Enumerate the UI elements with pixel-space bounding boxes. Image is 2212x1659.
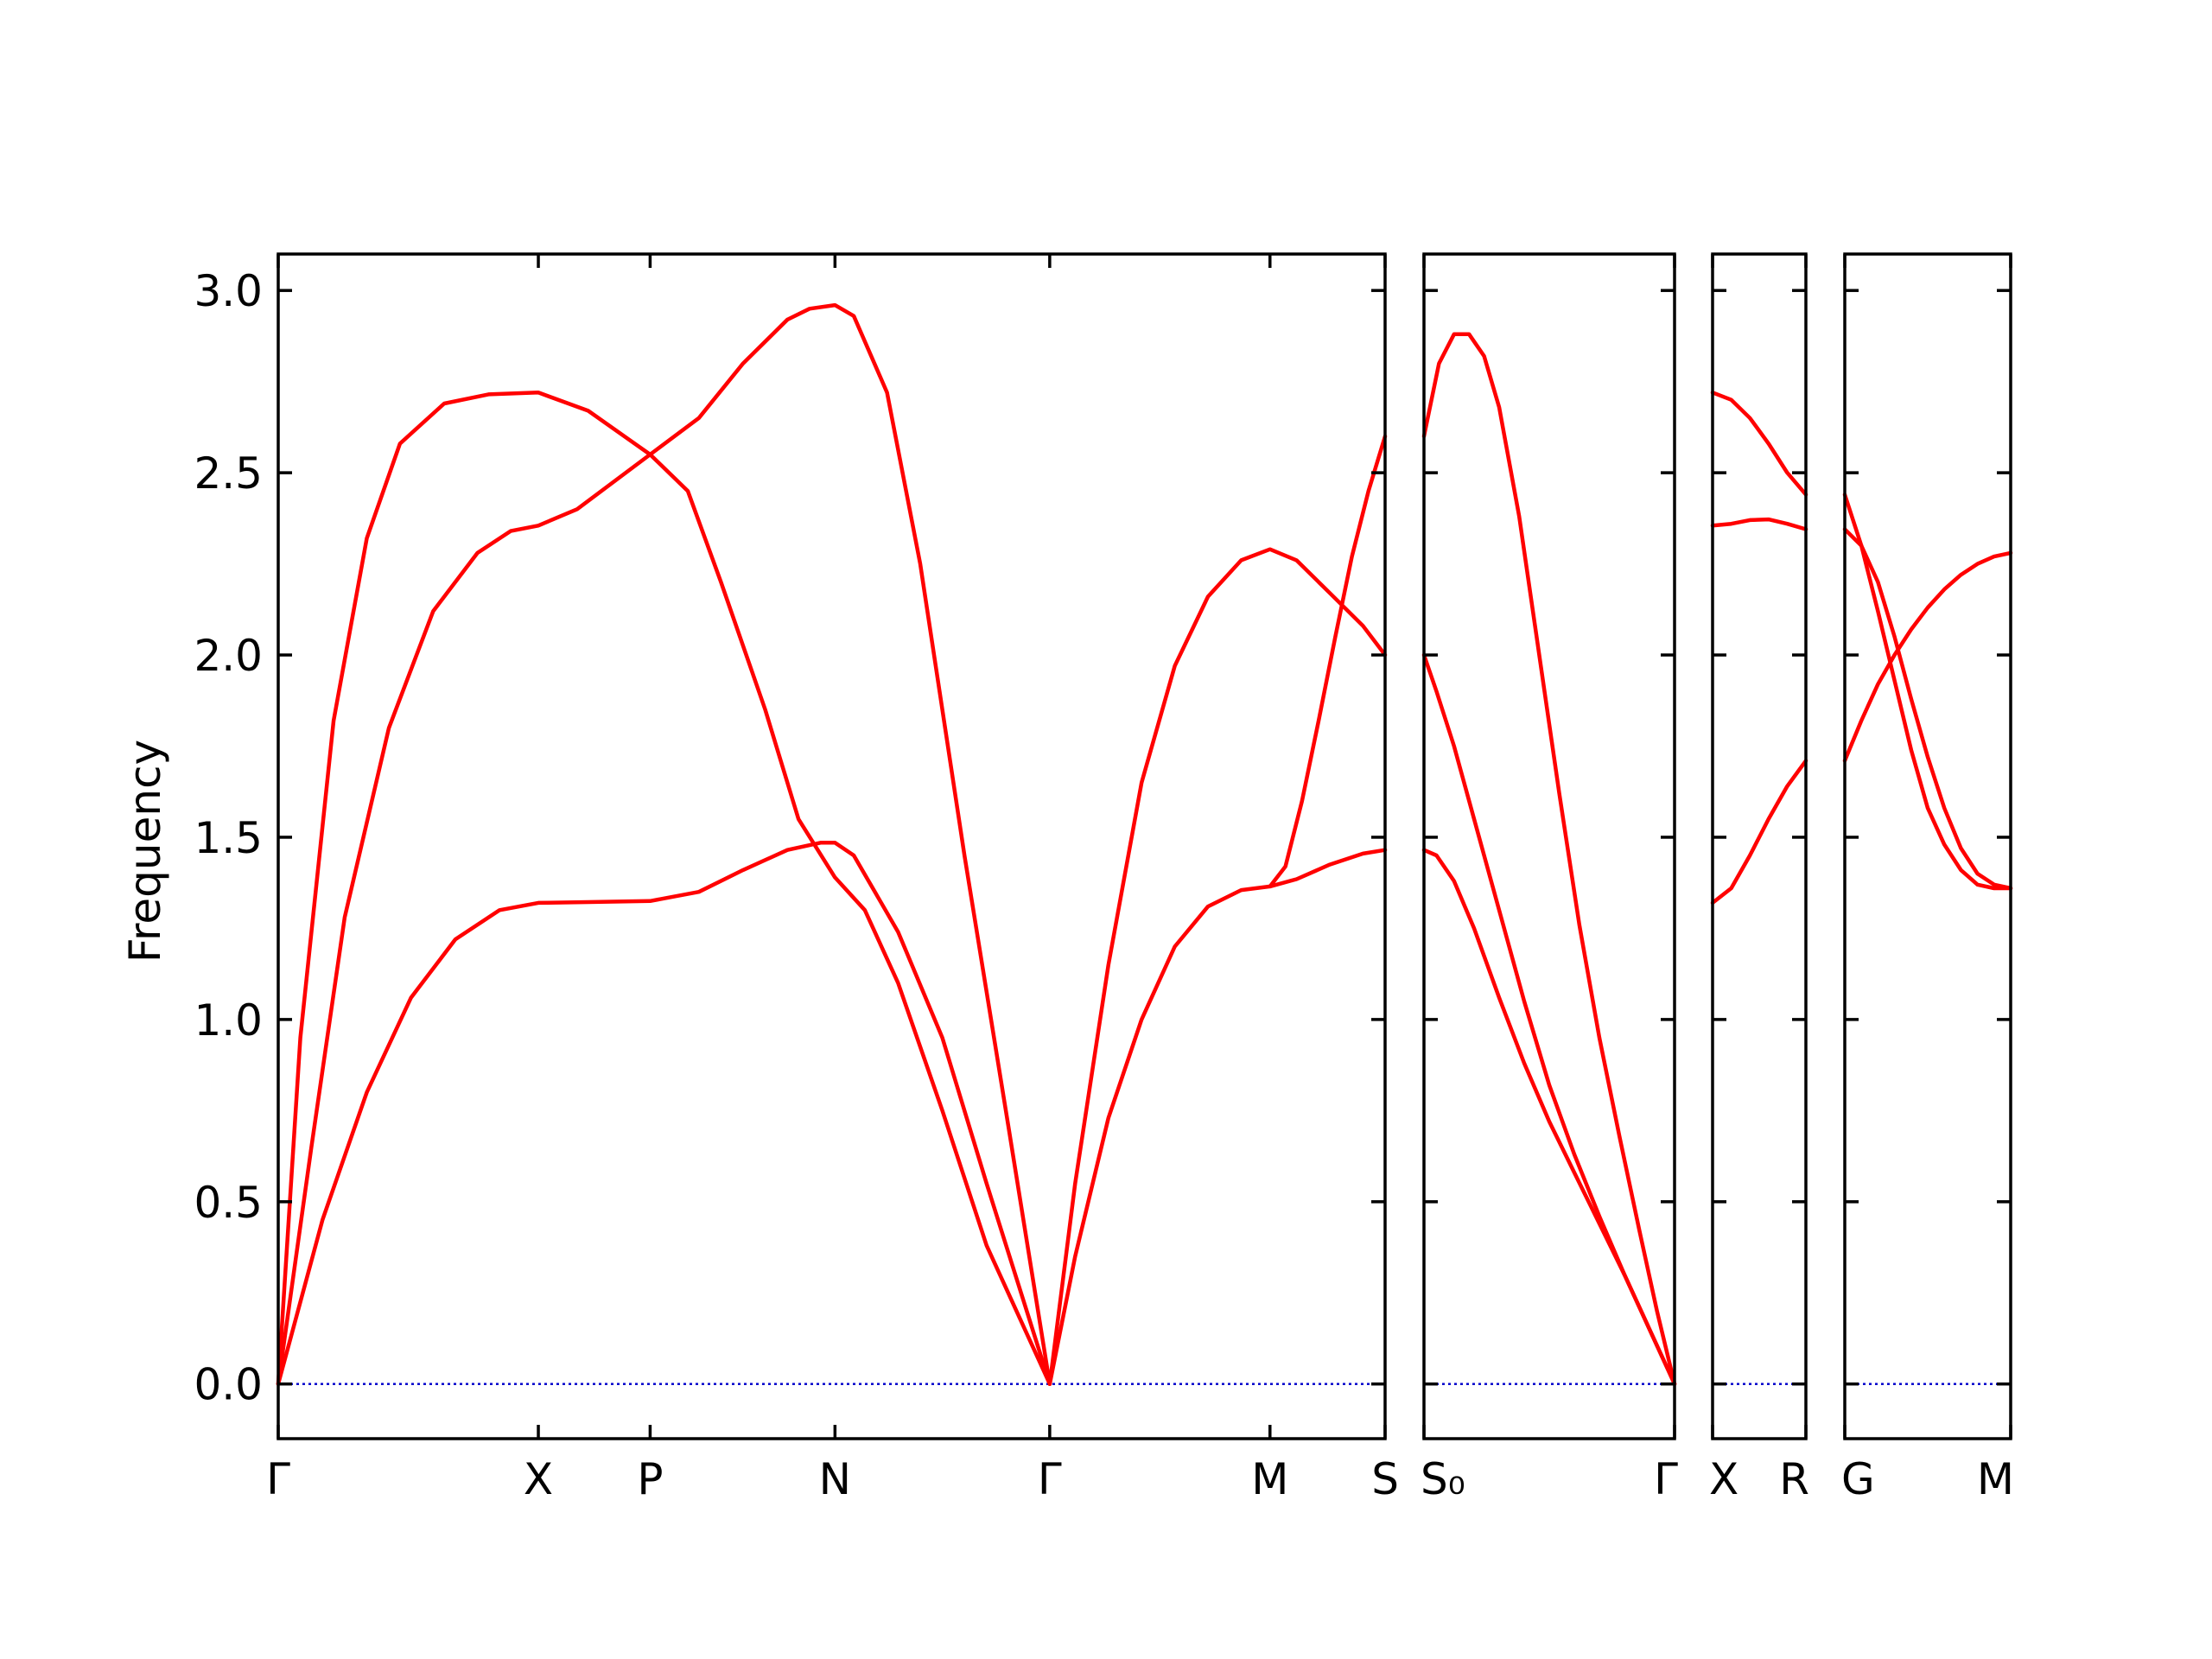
y-tick-label: 2.5 [194,448,263,499]
branch-4 [1047,547,1388,1386]
branch-2 [276,302,1052,1386]
branch-2 [1421,652,1677,1386]
x-tick-label: M [1251,1454,1288,1504]
branch-1 [276,391,1052,1386]
x-tick-label: M [1977,1454,2014,1504]
x-tick-label: P [637,1454,663,1504]
x-tick-label: R [1779,1454,1809,1504]
branch-3 [1421,848,1677,1386]
x-tick-label: X [524,1454,553,1504]
x-tick-label: N [819,1454,851,1504]
branch-1 [1710,391,1808,497]
x-tick-label: S [1371,1454,1399,1504]
x-tick-label: X [1709,1454,1738,1504]
y-tick-label: 2.0 [194,631,263,681]
panels-layer: 0.00.51.01.52.02.53.0Γ X P N Γ M S S₀ Γ X R G M [194,252,2014,1504]
panel-1: 0.0 0.5 1.0 1.5 2.0 2.5 3.0 Γ X P N Γ M S [194,252,1399,1504]
y-tick-label: 0.5 [194,1178,263,1228]
y-tick-label: 3.0 [194,266,263,316]
branch-5 [1047,848,1388,1386]
x-tick-label: Γ [266,1454,290,1504]
panel-frame [1711,252,1808,1440]
y-axis-title: Frequency [120,740,170,963]
x-tick-label: Γ [1038,1454,1062,1504]
branch-3 [1842,550,2013,763]
y-tick-label: 1.5 [194,813,263,863]
x-tick-label: S₀ [1421,1454,1465,1504]
branch-3 [276,841,1052,1386]
branch-6 [1268,434,1388,889]
x-tick-label: G [1841,1454,1875,1504]
branch-3 [1710,759,1808,906]
x-tick-label: Γ [1654,1454,1678,1504]
branch-1 [1842,493,2013,891]
y-tick-label: 0.0 [194,1360,263,1410]
panel-frame [276,252,1387,1440]
branch-2 [1842,527,2013,891]
branch-1 [1421,332,1677,1386]
panel-frame [1422,252,1676,1440]
y-tick-label: 1.0 [194,995,263,1046]
branch-2 [1710,517,1808,531]
panel-frame [1843,252,2012,1440]
panel-2: S₀ Γ [1421,252,1678,1504]
